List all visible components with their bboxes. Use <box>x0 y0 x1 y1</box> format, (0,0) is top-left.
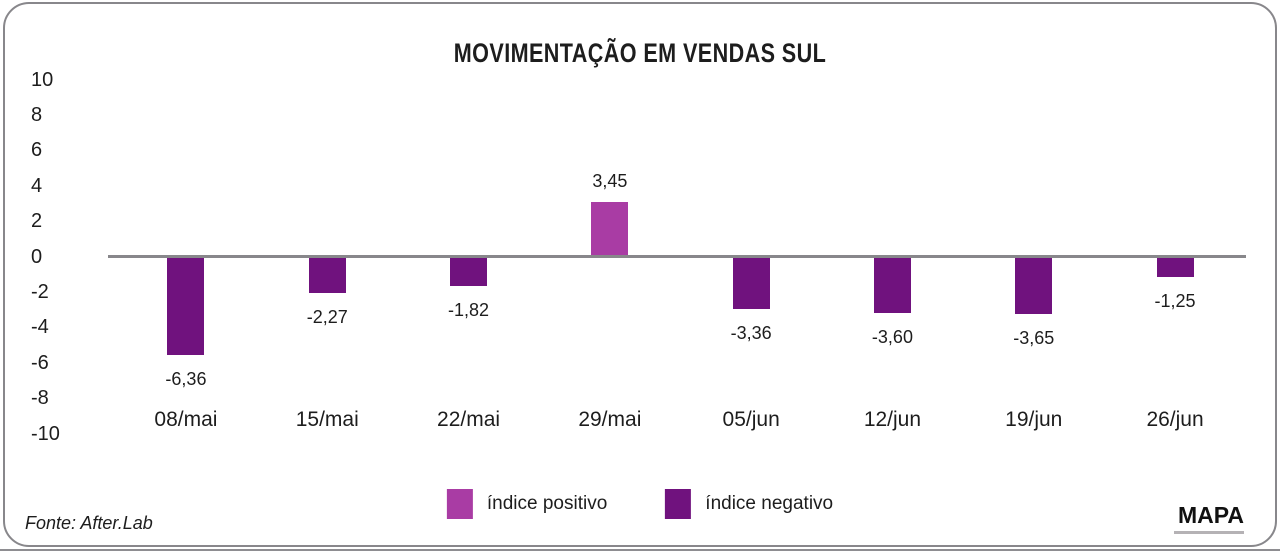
bar-value-label: 3,45 <box>592 171 628 192</box>
bar-value-label: -6,36 <box>165 369 207 390</box>
y-axis-tick-label: -10 <box>31 422 60 445</box>
y-axis-tick-label: -8 <box>31 387 49 410</box>
bar-12-jun <box>873 258 911 314</box>
legend-item-negative: índice negativo <box>665 489 833 519</box>
bottom-divider-line <box>0 549 1280 551</box>
x-axis-category-label: 29/mai <box>578 408 642 431</box>
mapa-logo-text: MAPA <box>1177 502 1244 528</box>
source-note: Fonte: After.Lab <box>25 513 153 533</box>
x-axis-category-label: 26/jun <box>1146 408 1204 431</box>
y-axis-tick-label: 10 <box>31 68 54 91</box>
bar-value-label: -1,82 <box>448 299 490 320</box>
mapa-logo: MAPA <box>1174 502 1244 534</box>
bar-08-mai <box>167 258 205 356</box>
bar-value-label: -3,65 <box>1013 327 1055 348</box>
bar-05-jun <box>732 258 770 310</box>
bar-value-label: -3,36 <box>730 323 772 344</box>
x-axis-line <box>108 255 1246 258</box>
x-axis-category-label: 19/jun <box>1005 408 1063 431</box>
legend-swatch-positive-icon <box>446 489 473 519</box>
y-axis-tick-label: 4 <box>31 174 43 197</box>
mapa-tagline-strip <box>1174 531 1244 534</box>
legend-item-positive: índice positivo <box>446 489 608 519</box>
x-axis-category-label: 22/mai <box>437 408 501 431</box>
bar-22-mai <box>450 258 488 286</box>
y-axis-tick-label: -4 <box>31 316 49 339</box>
y-axis-tick-label: -2 <box>31 280 49 303</box>
y-axis-tick-label: -6 <box>31 351 49 374</box>
legend-swatch-negative-icon <box>665 489 692 519</box>
bar-15-mai <box>308 258 346 293</box>
y-axis-tick-label: 2 <box>31 210 43 233</box>
bar-26-jun <box>1156 258 1194 278</box>
bar-value-label: -1,25 <box>1154 291 1196 312</box>
legend-label-negative: índice negativo <box>705 493 834 514</box>
x-axis-category-label: 12/jun <box>863 408 922 431</box>
bar-value-label: -3,60 <box>871 327 913 348</box>
x-axis-category-label: 15/mai <box>295 408 359 431</box>
x-axis-category-label: 08/mai <box>154 408 218 431</box>
y-axis-tick-label: 6 <box>31 139 43 162</box>
y-axis-tick-label: 0 <box>31 245 43 268</box>
bar-value-label: -2,27 <box>306 306 348 327</box>
chart-card <box>3 2 1277 547</box>
bar-19-jun <box>1015 258 1053 314</box>
y-axis-tick-label: 8 <box>31 103 43 126</box>
bar-29-mai <box>591 202 629 255</box>
chart-legend: índice positivo índice negativo <box>446 489 833 519</box>
x-axis-category-label: 05/jun <box>722 408 780 431</box>
chart-title: MOVIMENTAÇÃO EM VENDAS SUL <box>453 38 827 68</box>
legend-label-positive: índice positivo <box>486 493 608 514</box>
